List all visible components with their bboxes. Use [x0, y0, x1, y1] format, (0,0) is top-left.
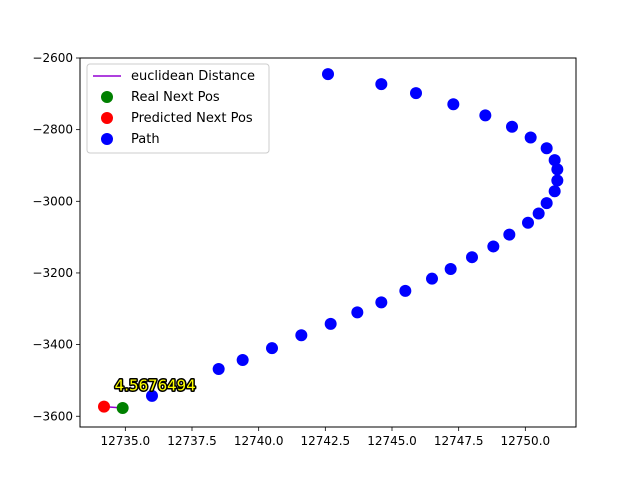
- path-point-2: [375, 78, 388, 91]
- path-point-8: [540, 142, 553, 155]
- x-tick-label-6: 12747.5: [434, 434, 484, 448]
- path-point-16: [503, 228, 516, 241]
- y-tick-label-2: −2800: [32, 123, 73, 137]
- path-point-10: [551, 163, 564, 176]
- path-point-20: [426, 272, 438, 285]
- path-point-25: [295, 329, 308, 342]
- y-tick-label-5: −3400: [32, 338, 73, 352]
- y-tick-label-6: −3600: [32, 409, 73, 423]
- y-tick-label-4: −3200: [32, 266, 73, 280]
- x-tick-label-5: 12745.0: [367, 434, 417, 448]
- x-tick-label-7: 12750.0: [501, 434, 551, 448]
- path-point-3: [410, 87, 422, 100]
- x-tick-label-4: 12742.5: [301, 434, 351, 448]
- path-point-18: [466, 251, 478, 264]
- path-point-9: [548, 154, 561, 167]
- plot-area: 4.5676494 12735.0 12737.5 12740.0 12742.5 127…: [32, 51, 577, 448]
- path-point-1: [322, 68, 334, 81]
- path-point-27: [236, 354, 249, 367]
- legend-label-euclidean-distance: euclidean Distance: [131, 69, 255, 84]
- data-layer: [98, 68, 564, 415]
- x-tick-label-3: 12740.0: [234, 434, 284, 448]
- x-tick-label-1: 12735.0: [101, 434, 151, 448]
- legend: euclidean Distance Real Next Pos Predicted…: [86, 63, 270, 154]
- path-point-29: [146, 389, 158, 402]
- path-point-19: [444, 263, 457, 276]
- axes-frame: [79, 57, 577, 428]
- distance-annotation-1: 4.5676494: [115, 377, 196, 395]
- path-point-12: [548, 185, 561, 198]
- legend-marker-real-next-pos: [101, 91, 113, 103]
- path-point-13: [540, 197, 553, 210]
- legend-marker-predicted-next-pos: [101, 112, 113, 124]
- path-point-4: [447, 98, 460, 111]
- path-point-17: [487, 240, 500, 253]
- path-point-15: [522, 216, 534, 229]
- path-point-21: [399, 284, 412, 297]
- path-point-22: [375, 296, 388, 309]
- legend-label-path: Path: [131, 132, 160, 147]
- path-point-28: [212, 362, 225, 375]
- real-next-pos-point: [116, 402, 129, 415]
- path-point-23: [351, 306, 364, 319]
- path-point-24: [324, 317, 337, 330]
- path-point-11: [551, 174, 564, 187]
- path-point-7: [524, 131, 537, 144]
- path-point-5: [479, 109, 492, 122]
- path-point-6: [506, 120, 518, 133]
- legend-box: [86, 63, 270, 154]
- legend-label-predicted-next-pos: Predicted Next Pos: [131, 111, 253, 126]
- path-point-26: [266, 342, 278, 355]
- x-tick-label-2: 12737.5: [167, 434, 217, 448]
- legend-label-real-next-pos: Real Next Pos: [131, 90, 220, 105]
- path-point-14: [532, 207, 545, 220]
- y-tick-label-3: −3000: [32, 194, 73, 208]
- y-tick-label-1: −2600: [32, 51, 73, 65]
- legend-marker-path: [101, 133, 113, 145]
- predicted-next-pos-point: [98, 400, 110, 413]
